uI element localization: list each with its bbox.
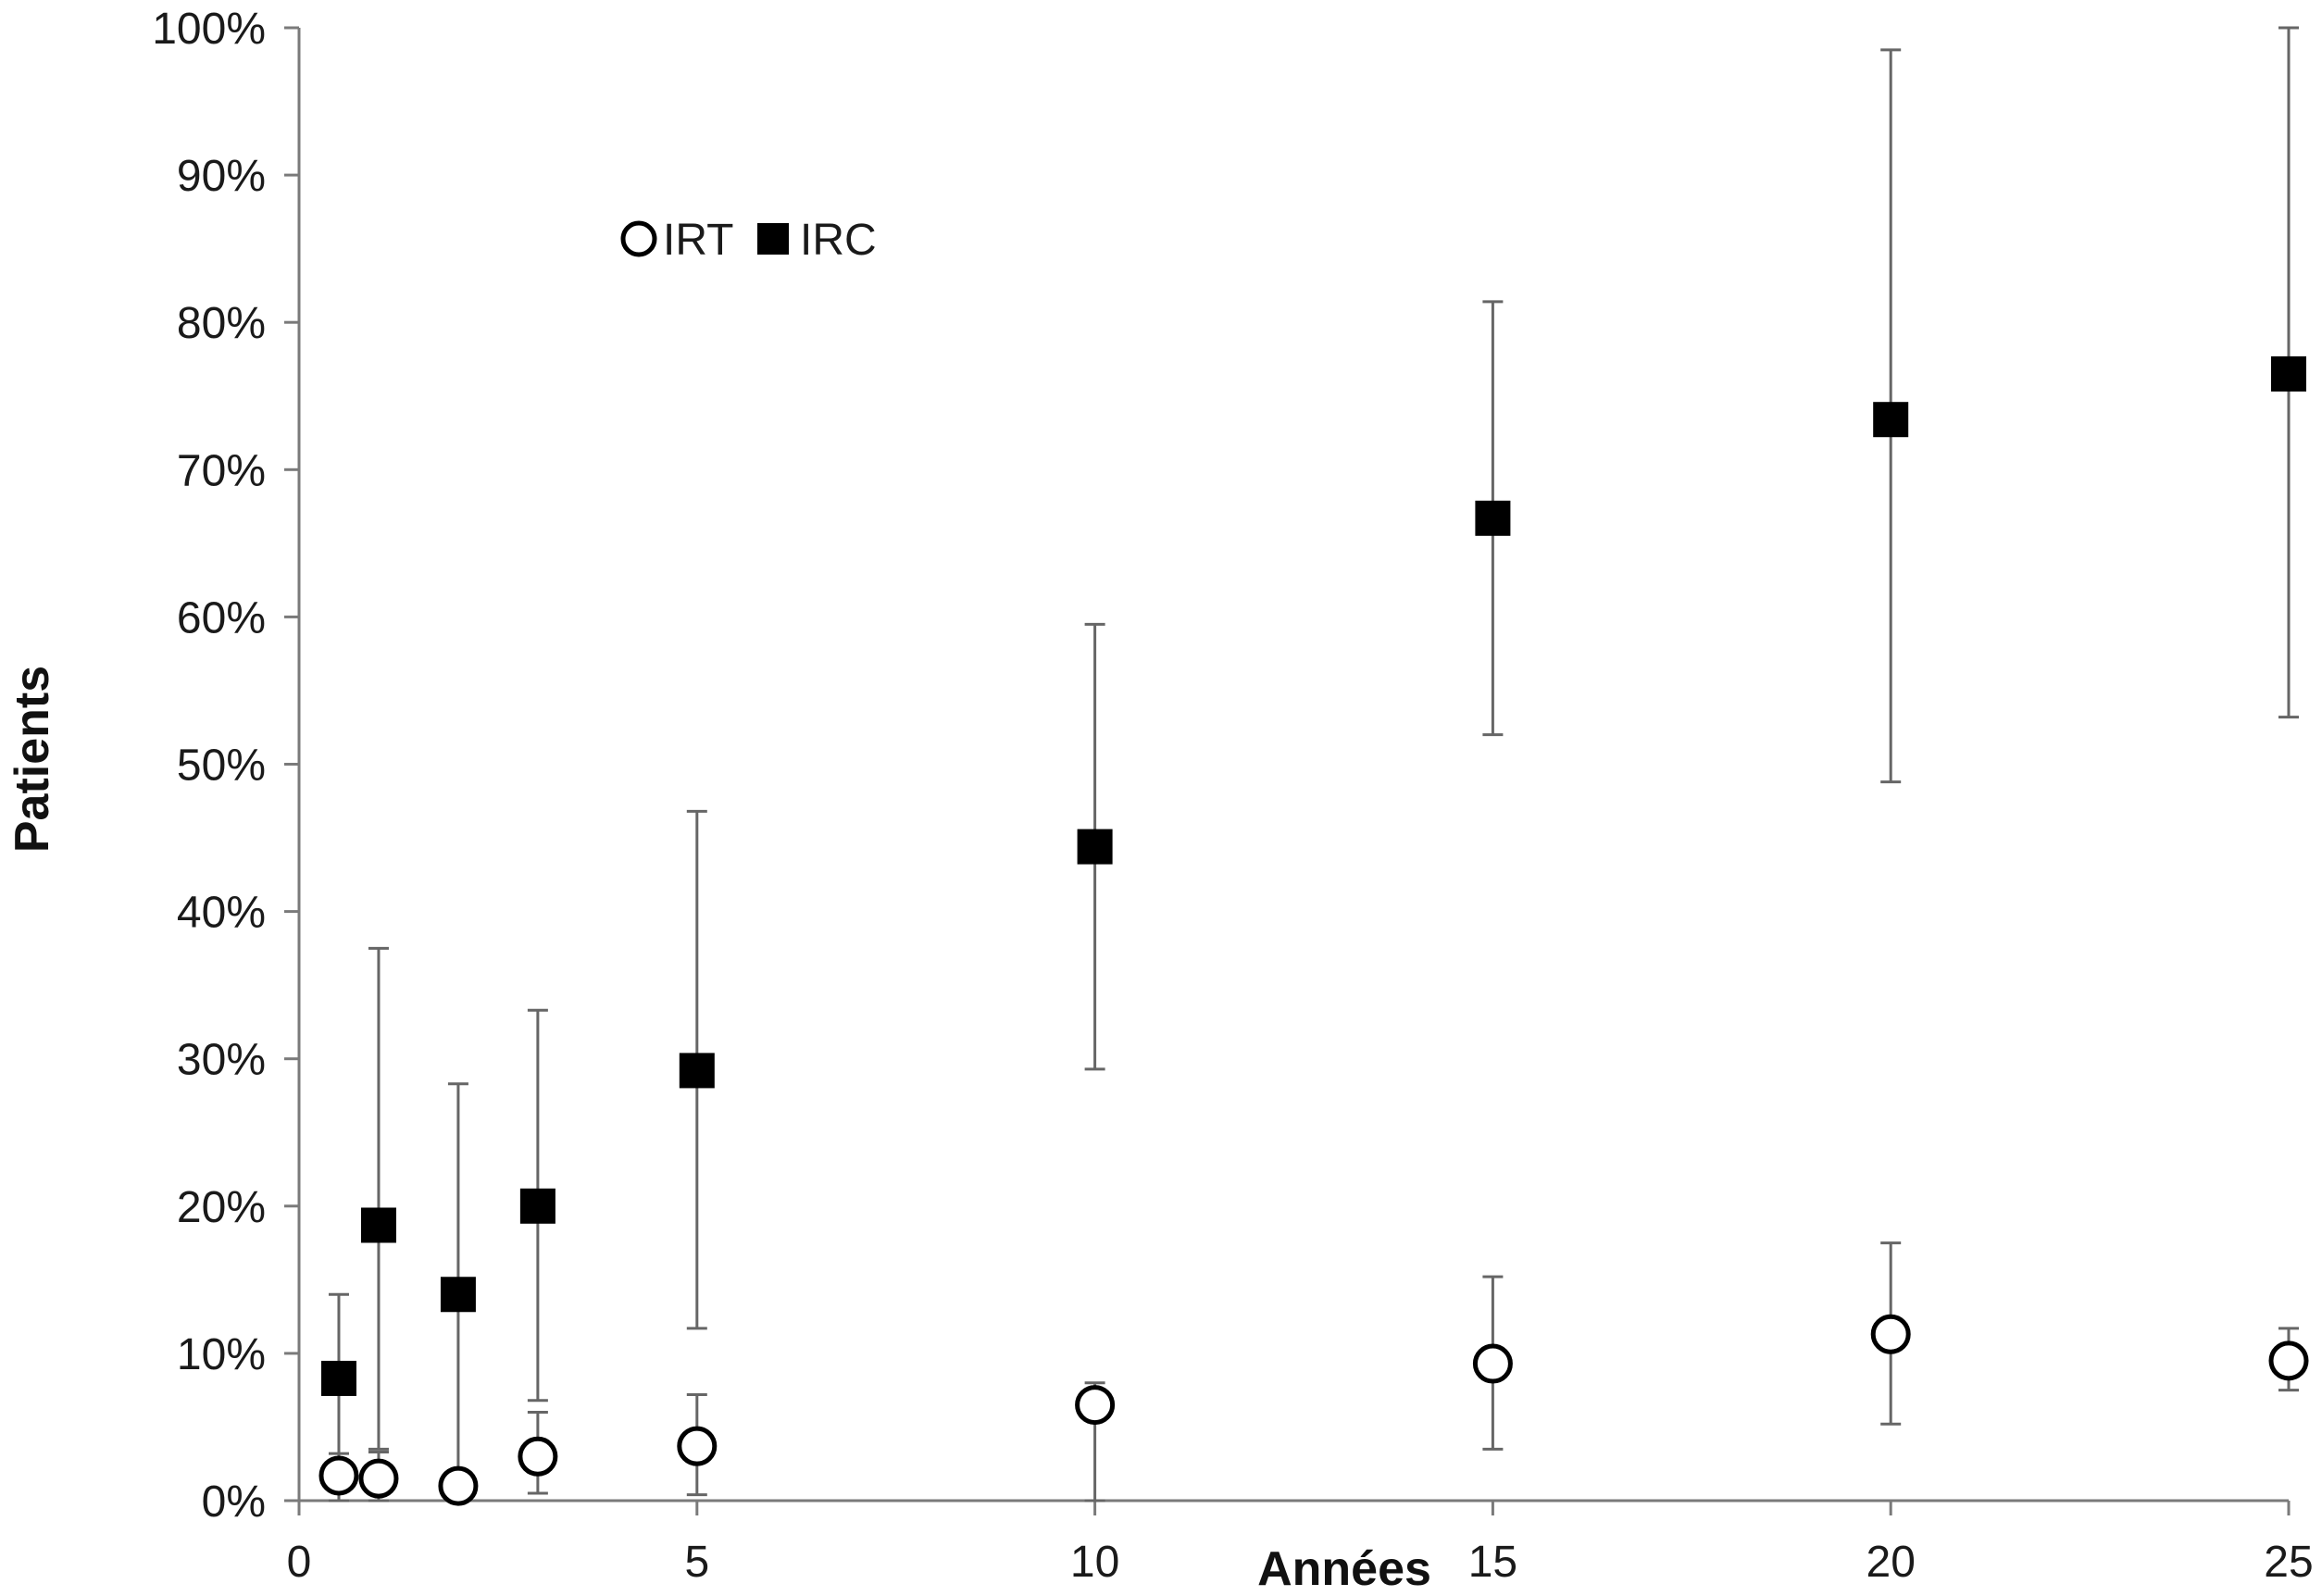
y-axis-ticks: 0% 10% 20% 30% 40% 50% 60% 70% 80% 90% 100%	[152, 5, 299, 1527]
y-tick-label: 100%	[152, 5, 266, 54]
legend-label-irc: IRC	[800, 216, 877, 265]
x-tick-label: 15	[1468, 1538, 1517, 1587]
point-irc	[320, 1360, 356, 1396]
x-axis-ticks: 0 5 10 15 20 25	[287, 1501, 2314, 1587]
y-tick-label: 60%	[177, 593, 266, 642]
point-irc	[519, 1188, 556, 1224]
x-tick-label: 0	[287, 1538, 312, 1587]
point-irt	[677, 1426, 718, 1466]
point-irt	[358, 1458, 399, 1499]
point-irc	[1475, 500, 1511, 536]
y-tick-label: 0%	[202, 1478, 266, 1527]
x-axis-title: Années	[1257, 1542, 1431, 1596]
point-irc	[679, 1053, 715, 1089]
point-irc	[440, 1277, 476, 1313]
legend-marker-irt	[620, 220, 657, 257]
legend-marker-irc	[757, 223, 789, 255]
x-tick-label: 25	[2264, 1538, 2313, 1587]
point-irt	[518, 1436, 558, 1477]
legend: IRT IRC	[620, 216, 877, 265]
y-tick-label: 40%	[177, 889, 266, 938]
point-irt	[318, 1455, 359, 1496]
point-irc	[360, 1207, 396, 1243]
point-irt	[1472, 1343, 1513, 1384]
point-irc	[1077, 829, 1113, 865]
y-axis-title: Patients	[6, 666, 59, 853]
point-irc	[2271, 355, 2306, 392]
point-irt	[1075, 1385, 1116, 1426]
point-irt	[1870, 1314, 1911, 1354]
point-irt	[438, 1465, 479, 1506]
chart-axes	[297, 28, 2289, 1502]
x-tick-label: 20	[1866, 1538, 1916, 1587]
data-markers	[318, 355, 2309, 1506]
x-tick-label: 10	[1070, 1538, 1119, 1587]
point-irc	[1873, 402, 1909, 438]
legend-label-irt: IRT	[663, 216, 733, 265]
y-tick-label: 10%	[177, 1330, 266, 1379]
point-irt	[2268, 1340, 2309, 1381]
y-tick-label: 50%	[177, 742, 266, 791]
y-tick-label: 30%	[177, 1036, 266, 1085]
x-tick-label: 5	[684, 1538, 709, 1587]
y-tick-label: 20%	[177, 1183, 266, 1232]
y-tick-label: 80%	[177, 299, 266, 348]
y-tick-label: 70%	[177, 446, 266, 495]
y-tick-label: 90%	[177, 152, 266, 201]
